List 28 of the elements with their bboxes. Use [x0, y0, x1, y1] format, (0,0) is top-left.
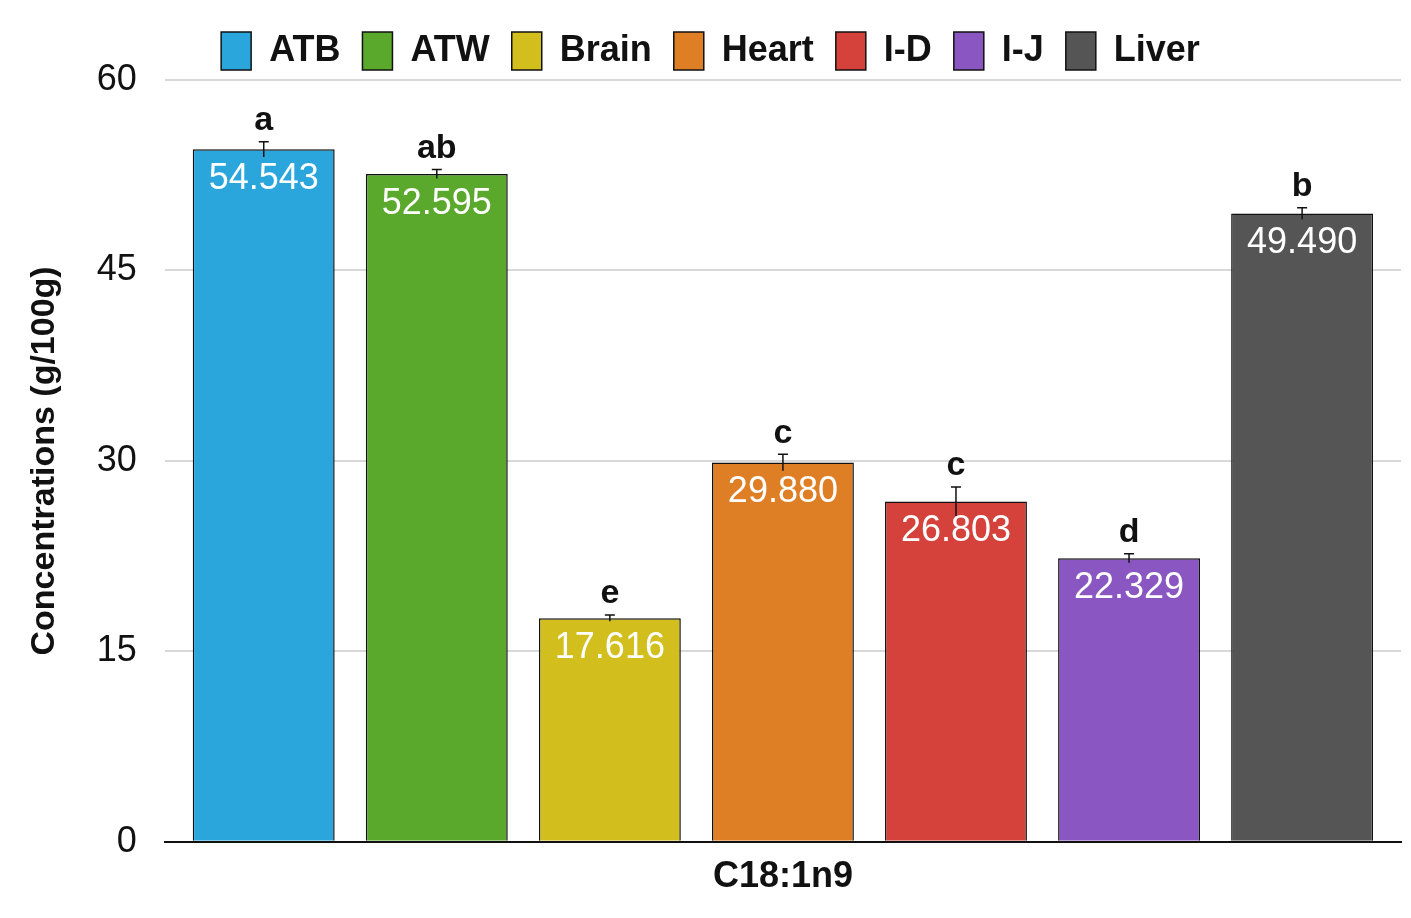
- x-tick-label: C18:1n9: [712, 854, 853, 896]
- data-label: 26.803: [900, 508, 1012, 550]
- y-tick-label: 30: [96, 437, 137, 479]
- data-label: 22.329: [1073, 565, 1185, 607]
- annotation: a: [254, 99, 275, 138]
- annotation: d: [1118, 511, 1140, 550]
- data-label: 49.490: [1247, 220, 1358, 262]
- y-tick-label: 60: [96, 56, 137, 98]
- data-label: 17.616: [554, 625, 665, 667]
- data-label: 52.595: [381, 180, 492, 222]
- annotation: c: [946, 444, 966, 483]
- data-label: 29.880: [727, 469, 838, 511]
- legend-label: ATW: [410, 27, 490, 69]
- y-tick-label: 15: [96, 628, 137, 670]
- annotation: b: [1291, 165, 1313, 204]
- legend-label: Heart: [721, 27, 814, 69]
- y-axis-title: Concentrations (g/100g): [22, 266, 61, 656]
- legend-label: I-D: [883, 27, 932, 69]
- y-tick-label: 45: [96, 247, 137, 289]
- annotation: ab: [416, 126, 457, 165]
- y-tick-label: 0: [116, 818, 137, 860]
- legend-label: Liver: [1113, 27, 1200, 69]
- annotation: c: [773, 411, 793, 450]
- legend-label: Brain: [559, 27, 652, 69]
- legend-label: ATB: [269, 27, 341, 69]
- data-label: 54.543: [208, 156, 319, 198]
- legend-label: I-J: [1001, 27, 1044, 69]
- annotation: e: [600, 572, 620, 611]
